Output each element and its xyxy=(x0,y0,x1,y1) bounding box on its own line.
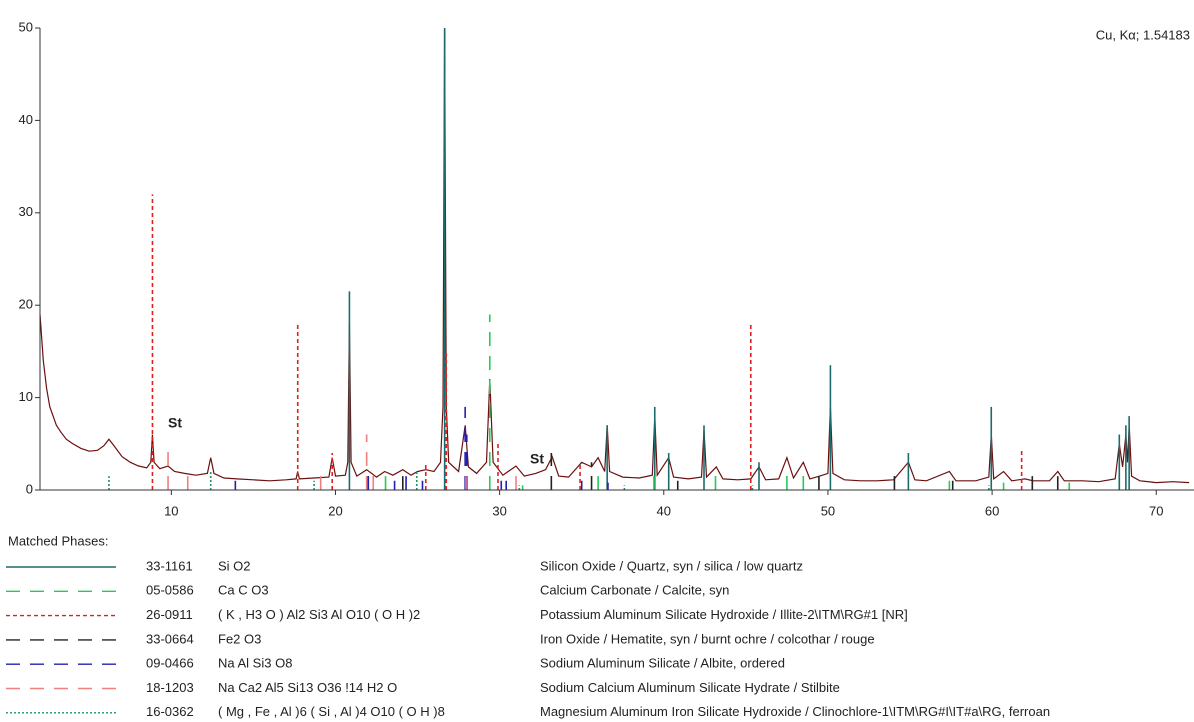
source-label: Cu, Kα; 1.54183 xyxy=(1096,27,1190,42)
phase-code: 05-0586 xyxy=(146,583,194,598)
phase-description: Sodium Aluminum Silicate / Albite, order… xyxy=(540,656,785,671)
x-tick-label: 60 xyxy=(985,503,999,518)
phase-formula: Na Al Si3 O8 xyxy=(218,656,292,671)
y-tick-label: 30 xyxy=(19,204,33,219)
phase-formula: ( K , H3 O ) Al2 Si3 Al O10 ( O H )2 xyxy=(218,607,420,622)
x-tick-label: 70 xyxy=(1149,503,1163,518)
y-tick-label: 10 xyxy=(19,389,33,404)
x-tick-label: 20 xyxy=(328,503,342,518)
phase-description: Sodium Calcium Aluminum Silicate Hydrate… xyxy=(540,680,840,695)
x-tick-label: 50 xyxy=(821,503,835,518)
phase-formula: Na Ca2 Al5 Si13 O36 !14 H2 O xyxy=(218,680,397,695)
phase-code: 09-0466 xyxy=(146,656,194,671)
x-tick-label: 40 xyxy=(657,503,671,518)
phase-description: Magnesium Aluminum Iron Silicate Hydroxi… xyxy=(540,704,1050,719)
y-tick-label: 0 xyxy=(26,481,33,496)
phase-code: 33-1161 xyxy=(146,558,193,573)
phase-description: Iron Oxide / Hematite, syn / burnt ochre… xyxy=(540,631,875,646)
phase-formula: Si O2 xyxy=(218,558,251,573)
annotation: St xyxy=(168,415,182,431)
legend-title: Matched Phases: xyxy=(8,533,108,548)
y-tick-label: 40 xyxy=(19,112,33,127)
phase-code: 26-0911 xyxy=(146,607,193,622)
phase-formula: Fe2 O3 xyxy=(218,631,261,646)
phase-description: Calcium Carbonate / Calcite, syn xyxy=(540,583,729,598)
phase-formula: ( Mg , Fe , Al )6 ( Si , Al )4 O10 ( O H… xyxy=(218,704,445,719)
x-tick-label: 30 xyxy=(492,503,506,518)
y-tick-label: 20 xyxy=(19,297,33,312)
phase-code: 16-0362 xyxy=(146,704,194,719)
annotation: St xyxy=(530,451,544,467)
phase-code: 18-1203 xyxy=(146,680,194,695)
y-tick-label: 50 xyxy=(19,19,33,34)
phase-description: Potassium Aluminum Silicate Hydroxide / … xyxy=(540,607,908,622)
phase-formula: Ca C O3 xyxy=(218,583,269,598)
x-tick-label: 10 xyxy=(164,503,178,518)
pattern-line xyxy=(39,27,1190,484)
phase-description: Silicon Oxide / Quartz, syn / silica / l… xyxy=(540,558,803,573)
phase-code: 33-0664 xyxy=(146,631,194,646)
